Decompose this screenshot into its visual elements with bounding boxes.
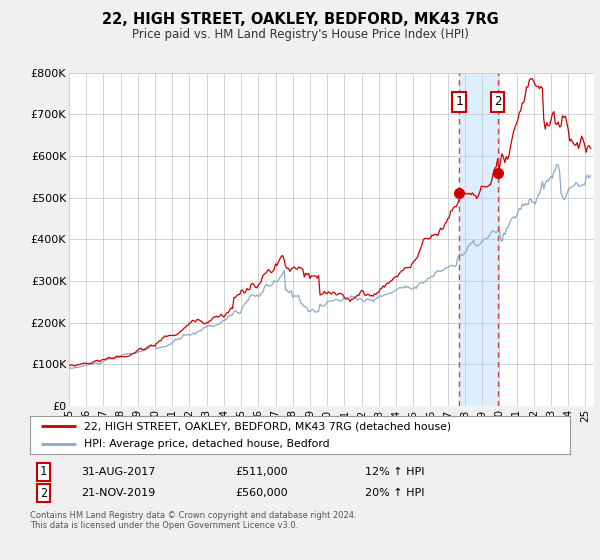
- Text: 20% ↑ HPI: 20% ↑ HPI: [365, 488, 424, 498]
- Text: Contains HM Land Registry data © Crown copyright and database right 2024.
This d: Contains HM Land Registry data © Crown c…: [30, 511, 356, 530]
- Text: £560,000: £560,000: [235, 488, 288, 498]
- Text: Price paid vs. HM Land Registry's House Price Index (HPI): Price paid vs. HM Land Registry's House …: [131, 28, 469, 41]
- Text: £511,000: £511,000: [235, 467, 288, 477]
- Text: HPI: Average price, detached house, Bedford: HPI: Average price, detached house, Bedf…: [84, 439, 329, 449]
- Text: 31-AUG-2017: 31-AUG-2017: [82, 467, 155, 477]
- Text: 2: 2: [494, 95, 502, 109]
- Text: 21-NOV-2019: 21-NOV-2019: [82, 488, 155, 498]
- Bar: [459, 73, 497, 406]
- Text: 1: 1: [455, 95, 463, 109]
- Text: 22, HIGH STREET, OAKLEY, BEDFORD, MK43 7RG (detached house): 22, HIGH STREET, OAKLEY, BEDFORD, MK43 7…: [84, 421, 451, 431]
- Text: 1: 1: [40, 465, 47, 478]
- Text: 12% ↑ HPI: 12% ↑ HPI: [365, 467, 424, 477]
- Text: 22, HIGH STREET, OAKLEY, BEDFORD, MK43 7RG: 22, HIGH STREET, OAKLEY, BEDFORD, MK43 7…: [101, 12, 499, 27]
- Text: 2: 2: [40, 487, 47, 500]
